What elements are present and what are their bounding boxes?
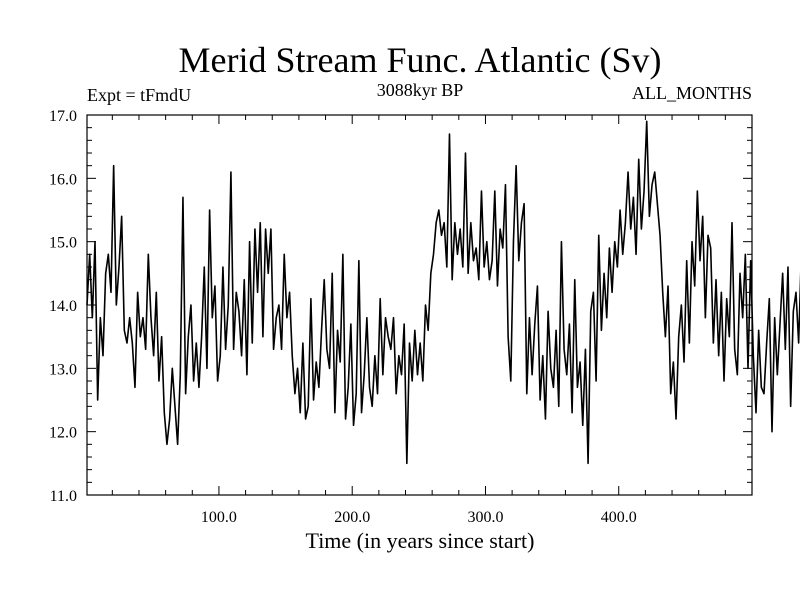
- y-axis: 11.0 12.0 13.0 14.0 15.0 16.0 17.0: [49, 108, 752, 505]
- series-line: [86, 120, 800, 465]
- y-tick-label: 16.0: [49, 171, 77, 188]
- x-tick-label: 400.0: [601, 509, 637, 526]
- chart-title: Merid Stream Func. Atlantic (Sv): [179, 40, 662, 80]
- x-axis-label: Time (in years since start): [306, 528, 535, 553]
- x-tick-label: 300.0: [467, 509, 503, 526]
- experiment-annotation: Expt = tFmdU: [87, 85, 191, 105]
- y-tick-label: 12.0: [49, 425, 77, 442]
- x-tick-label: 200.0: [334, 509, 370, 526]
- plot-frame: [86, 114, 753, 496]
- x-axis: 100.0 200.0 300.0 400.0: [111, 115, 753, 526]
- period-annotation: 3088kyr BP: [377, 80, 464, 100]
- y-tick-label: 11.0: [50, 488, 77, 505]
- x-tick-label: 100.0: [201, 509, 237, 526]
- series-group: [86, 120, 800, 465]
- months-annotation: ALL_MONTHS: [632, 83, 752, 103]
- y-tick-label: 14.0: [49, 298, 77, 315]
- y-tick-label: 15.0: [49, 235, 77, 252]
- y-tick-label: 17.0: [49, 108, 77, 125]
- y-tick-label: 13.0: [49, 361, 77, 378]
